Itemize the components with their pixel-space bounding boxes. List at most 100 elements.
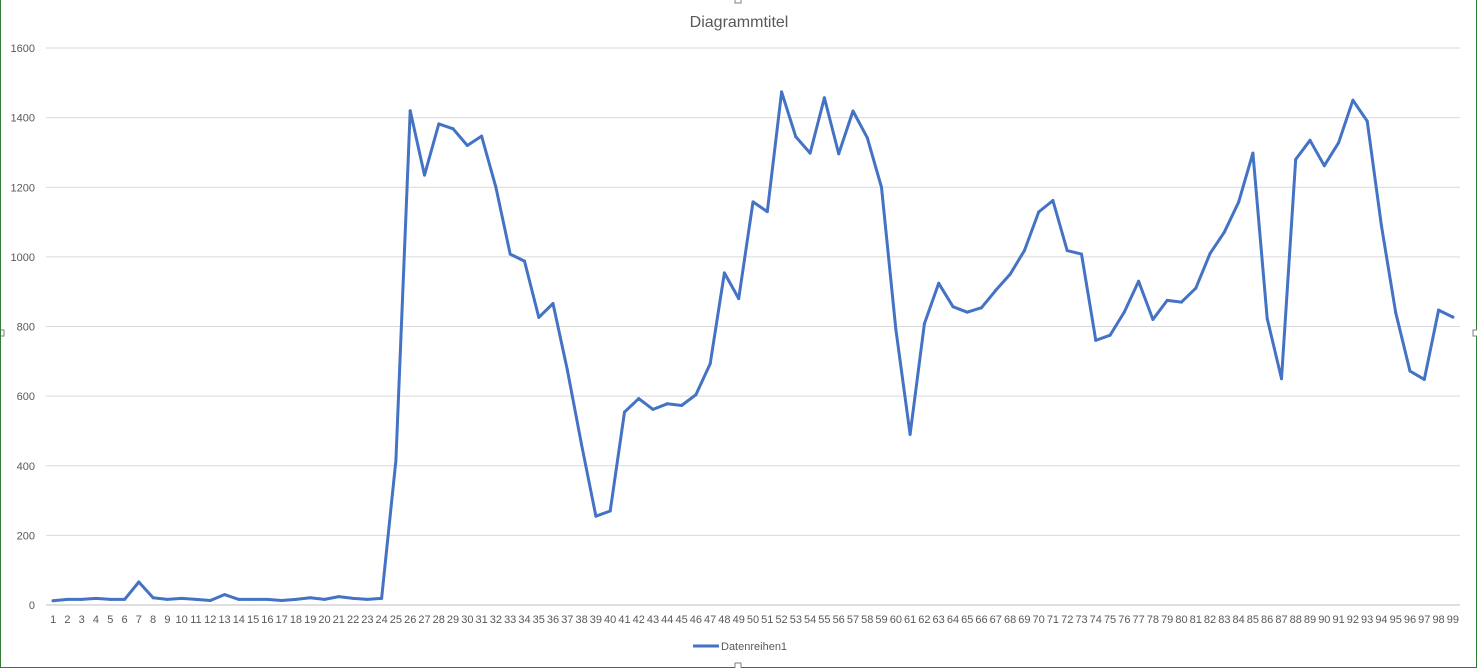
data-point[interactable] [1080, 252, 1083, 256]
data-point[interactable] [880, 185, 883, 189]
data-point[interactable] [623, 410, 626, 414]
data-point[interactable] [365, 597, 369, 601]
data-point[interactable] [1194, 286, 1198, 290]
data-point[interactable] [965, 310, 969, 314]
data-point[interactable] [1422, 377, 1426, 381]
data-point[interactable] [437, 122, 441, 126]
data-point[interactable] [208, 599, 212, 602]
data-point[interactable] [1237, 200, 1241, 204]
data-point[interactable] [508, 252, 512, 256]
data-point[interactable] [1051, 199, 1055, 202]
data-point[interactable] [665, 402, 669, 406]
data-point[interactable] [1394, 311, 1398, 315]
data-point[interactable] [1408, 369, 1412, 373]
data-point[interactable] [951, 305, 955, 309]
data-point[interactable] [1280, 377, 1283, 381]
data-point[interactable] [980, 306, 983, 310]
data-point[interactable] [1222, 230, 1226, 234]
data-point[interactable] [237, 597, 241, 601]
data-point[interactable] [994, 288, 998, 292]
data-point[interactable] [523, 259, 526, 263]
data-point[interactable] [1437, 308, 1441, 312]
data-point[interactable] [637, 397, 641, 401]
data-point[interactable] [1122, 310, 1126, 314]
data-point[interactable] [908, 432, 912, 436]
data-point[interactable] [265, 597, 269, 601]
data-point[interactable] [1351, 98, 1355, 102]
data-point[interactable] [1265, 317, 1269, 320]
data-point[interactable] [465, 144, 469, 147]
data-point[interactable] [537, 315, 541, 319]
data-point[interactable] [408, 109, 412, 113]
data-point[interactable] [1294, 157, 1298, 161]
data-point[interactable] [708, 362, 712, 366]
data-point[interactable] [737, 297, 741, 301]
data-point[interactable] [65, 597, 69, 601]
data-point[interactable] [94, 596, 98, 600]
data-point[interactable] [423, 173, 426, 177]
data-point[interactable] [694, 393, 698, 397]
data-point[interactable] [137, 580, 141, 584]
data-point[interactable] [123, 597, 127, 601]
resize-handle-top[interactable] [734, 0, 742, 4]
data-point[interactable] [565, 368, 569, 372]
data-point[interactable] [1451, 315, 1455, 319]
data-point[interactable] [1251, 151, 1255, 155]
data-point[interactable] [280, 599, 284, 602]
data-point[interactable] [722, 271, 726, 275]
data-point[interactable] [494, 185, 498, 189]
data-point[interactable] [223, 593, 226, 597]
data-point[interactable] [1022, 249, 1026, 253]
data-point[interactable] [394, 459, 398, 462]
data-point[interactable] [180, 596, 184, 600]
data-point[interactable] [1180, 300, 1183, 304]
data-point[interactable] [1094, 338, 1098, 342]
data-point[interactable] [51, 599, 55, 603]
data-point[interactable] [1037, 210, 1041, 214]
data-point[interactable] [808, 151, 812, 155]
data-point[interactable] [751, 200, 755, 204]
data-point[interactable] [922, 322, 926, 326]
data-point[interactable] [80, 597, 84, 601]
data-point[interactable] [194, 597, 198, 601]
data-point[interactable] [865, 136, 869, 140]
data-point[interactable] [608, 509, 612, 513]
data-point[interactable] [837, 152, 841, 156]
data-point[interactable] [1308, 138, 1312, 142]
legend[interactable]: Datenreihen1 [693, 641, 787, 653]
data-point[interactable] [680, 404, 684, 407]
data-point[interactable] [251, 597, 255, 601]
data-point[interactable] [165, 597, 169, 601]
data-point[interactable] [1151, 318, 1155, 321]
data-point[interactable] [894, 327, 898, 331]
data-point[interactable] [1322, 164, 1326, 168]
data-point[interactable] [380, 596, 384, 600]
data-point[interactable] [1137, 279, 1141, 283]
data-point[interactable] [294, 597, 298, 601]
data-point[interactable] [794, 135, 798, 139]
data-point[interactable] [108, 597, 112, 601]
data-point[interactable] [780, 90, 784, 94]
data-point[interactable] [765, 210, 769, 214]
data-point[interactable] [1065, 249, 1069, 253]
resize-handle-left[interactable] [1, 329, 5, 337]
data-point[interactable] [851, 109, 855, 113]
data-point[interactable] [323, 597, 326, 601]
data-point[interactable] [822, 96, 826, 100]
data-point[interactable] [351, 596, 355, 600]
data-point[interactable] [480, 134, 484, 138]
resize-handle-right[interactable] [1472, 329, 1477, 337]
data-point[interactable] [937, 281, 941, 285]
series-line-1[interactable] [51, 90, 1455, 603]
data-point[interactable] [1365, 119, 1369, 123]
data-point[interactable] [337, 595, 341, 599]
data-point[interactable] [1108, 333, 1112, 337]
resize-handle-bottom[interactable] [734, 662, 742, 668]
data-point[interactable] [651, 407, 655, 411]
data-point[interactable] [1008, 272, 1012, 276]
data-point[interactable] [1208, 251, 1212, 255]
data-point[interactable] [1337, 141, 1341, 145]
data-point[interactable] [580, 443, 584, 447]
data-point[interactable] [551, 302, 555, 305]
